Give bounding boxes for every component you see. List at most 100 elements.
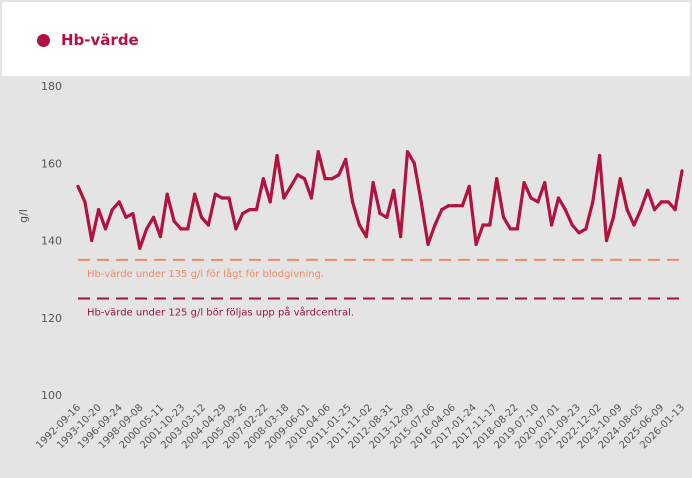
data-point[interactable]	[124, 215, 128, 219]
data-point[interactable]	[296, 173, 300, 177]
data-point[interactable]	[652, 208, 657, 212]
data-point[interactable]	[474, 242, 478, 246]
data-point[interactable]	[302, 177, 307, 181]
data-point[interactable]	[206, 223, 211, 227]
data-point[interactable]	[316, 150, 320, 154]
data-point[interactable]	[440, 208, 444, 212]
data-point[interactable]	[577, 231, 581, 235]
data-point[interactable]	[646, 188, 650, 192]
data-point[interactable]	[625, 208, 629, 212]
data-point[interactable]	[247, 208, 252, 212]
data-point[interactable]	[680, 169, 684, 173]
data-point[interactable]	[563, 208, 567, 212]
y-axis-label: g/l	[17, 209, 30, 223]
data-point[interactable]	[598, 153, 602, 158]
data-point[interactable]	[426, 242, 430, 246]
data-point[interactable]	[83, 200, 87, 204]
data-point[interactable]	[673, 208, 677, 212]
data-point[interactable]	[536, 200, 540, 204]
data-point[interactable]	[234, 227, 238, 231]
data-point[interactable]	[378, 211, 382, 216]
data-point[interactable]	[604, 238, 609, 243]
series-line-hb-varde[interactable]	[76, 150, 684, 250]
data-point[interactable]	[447, 204, 451, 208]
data-point[interactable]	[639, 208, 643, 212]
legend-marker[interactable]	[37, 34, 50, 47]
y-tick-label: 120	[41, 312, 62, 325]
data-point[interactable]	[666, 200, 670, 204]
data-point[interactable]	[227, 196, 231, 200]
data-point[interactable]	[453, 204, 458, 208]
data-point[interactable]	[261, 177, 265, 181]
data-point[interactable]	[131, 211, 135, 216]
data-point[interactable]	[309, 196, 313, 200]
data-point[interactable]	[543, 180, 547, 185]
data-point[interactable]	[145, 227, 149, 231]
data-point[interactable]	[433, 223, 437, 227]
data-point[interactable]	[495, 177, 499, 181]
data-point[interactable]	[220, 196, 224, 200]
data-point[interactable]	[549, 223, 554, 227]
data-point[interactable]	[350, 200, 355, 204]
data-point[interactable]	[467, 184, 471, 189]
data-point[interactable]	[618, 177, 622, 181]
y-tick-label: 140	[41, 235, 62, 248]
data-point[interactable]	[268, 200, 272, 204]
data-point[interactable]	[165, 192, 169, 196]
data-point[interactable]	[344, 157, 348, 161]
data-point[interactable]	[186, 227, 190, 231]
legend-label[interactable]: Hb-värde	[61, 31, 139, 49]
data-point[interactable]	[275, 153, 279, 158]
data-point[interactable]	[179, 227, 183, 231]
data-point[interactable]	[193, 192, 197, 196]
data-point[interactable]	[90, 238, 94, 243]
reference-line-label: Hb-värde under 135 g/l för lågt för blod…	[87, 267, 324, 280]
data-point[interactable]	[460, 204, 464, 208]
data-point[interactable]	[529, 196, 533, 200]
data-point[interactable]	[289, 184, 293, 189]
data-point[interactable]	[405, 150, 410, 154]
data-point[interactable]	[659, 200, 664, 204]
data-point[interactable]	[172, 219, 176, 223]
data-point[interactable]	[515, 227, 519, 231]
legend-header: Hb-värde	[2, 2, 690, 76]
data-point[interactable]	[282, 196, 286, 200]
data-point[interactable]	[481, 223, 485, 227]
data-point[interactable]	[570, 223, 574, 227]
y-tick-label: 100	[41, 389, 62, 402]
data-point[interactable]	[138, 246, 142, 250]
data-point[interactable]	[419, 200, 423, 204]
data-point[interactable]	[584, 227, 588, 231]
data-point[interactable]	[96, 208, 101, 212]
data-point[interactable]	[522, 180, 526, 185]
data-point[interactable]	[103, 227, 108, 231]
data-point[interactable]	[254, 208, 259, 212]
data-point[interactable]	[412, 161, 416, 165]
data-point[interactable]	[330, 177, 334, 181]
data-point[interactable]	[357, 223, 362, 227]
data-point[interactable]	[323, 177, 327, 181]
data-point[interactable]	[501, 215, 506, 219]
data-point[interactable]	[392, 188, 396, 192]
data-point[interactable]	[158, 235, 162, 239]
data-point[interactable]	[364, 235, 368, 239]
data-point[interactable]	[508, 227, 513, 231]
data-point[interactable]	[398, 235, 403, 239]
data-point[interactable]	[371, 180, 375, 185]
data-point[interactable]	[117, 200, 121, 204]
data-point[interactable]	[110, 208, 114, 212]
data-point[interactable]	[76, 184, 80, 189]
data-point[interactable]	[591, 200, 595, 204]
data-point[interactable]	[213, 192, 217, 196]
data-point[interactable]	[385, 215, 389, 219]
data-point[interactable]	[199, 215, 204, 219]
data-point[interactable]	[556, 196, 561, 200]
data-point[interactable]	[488, 223, 492, 227]
y-tick-label: 180	[41, 80, 62, 93]
data-point[interactable]	[337, 173, 341, 177]
data-point[interactable]	[611, 215, 615, 219]
data-point[interactable]	[632, 223, 636, 227]
data-point[interactable]	[151, 215, 156, 219]
data-point[interactable]	[241, 211, 245, 216]
